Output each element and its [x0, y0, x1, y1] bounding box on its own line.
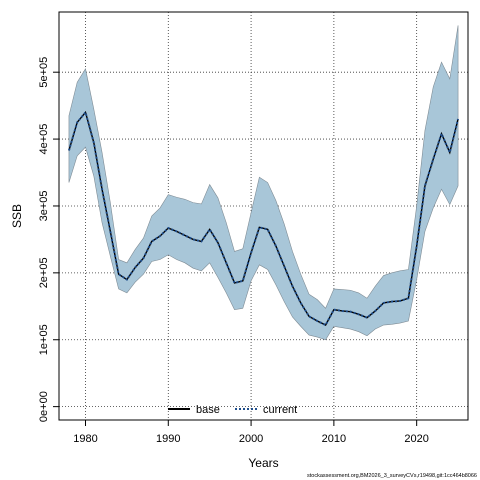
legend-base-label: base	[196, 404, 220, 416]
legend: base current	[168, 404, 297, 416]
x-tick-label-2000: 2000	[239, 433, 263, 445]
y-tick-label-3e+05: 3e+05	[38, 191, 50, 222]
x-axis-title: Years	[248, 456, 278, 470]
x-tick-label-2010: 2010	[322, 433, 346, 445]
x-tick-label-1990: 1990	[156, 433, 180, 445]
y-axis-title: SSB	[10, 204, 24, 228]
footer-source-text: stockassessment.org,BM2026_3_surveyCVs,r…	[307, 473, 477, 479]
legend-current-label: current	[263, 404, 297, 416]
y-tick-label-0e+00: 0e+00	[38, 391, 50, 422]
x-axis-ticks: 1980 1990 2000 2010 2020	[73, 420, 429, 445]
y-axis-ticks: 0e+00 1e+05 2e+05 3e+05 4e+05 5e+05	[38, 57, 59, 422]
plot-frame	[58, 11, 469, 421]
x-tick-label-1980: 1980	[73, 433, 97, 445]
series-current-line	[67, 110, 460, 327]
y-tick-label-4e+05: 4e+05	[38, 124, 50, 155]
y-tick-label-2e+05: 2e+05	[38, 257, 50, 288]
confidence-band	[68, 25, 459, 341]
y-tick-label-1e+05: 1e+05	[38, 324, 50, 355]
y-tick-label-5e+05: 5e+05	[38, 57, 50, 88]
x-tick-label-2020: 2020	[404, 433, 428, 445]
